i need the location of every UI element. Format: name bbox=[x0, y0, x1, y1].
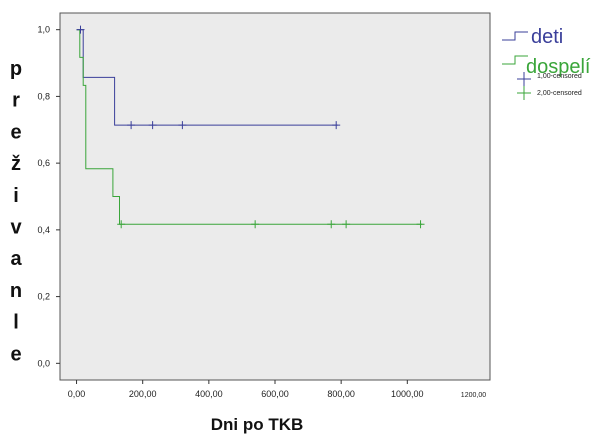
legend-censored-label-1: 1,00-censored bbox=[537, 73, 582, 80]
legend-symbol-deti bbox=[502, 31, 528, 41]
y-axis-title-letter: e bbox=[10, 343, 21, 365]
y-axis-title-letter: r bbox=[12, 90, 20, 112]
legend-symbol-dospeli bbox=[502, 55, 528, 65]
plot-area bbox=[59, 12, 491, 381]
censor-mark bbox=[332, 121, 341, 130]
y-axis-title-letter: l bbox=[13, 312, 19, 334]
y-tick-label: 0,8 bbox=[37, 91, 50, 101]
censor-mark bbox=[127, 121, 136, 130]
y-axis-title-letter: n bbox=[10, 280, 22, 302]
legend-censor-mark-2 bbox=[517, 86, 531, 100]
y-axis-title-letter: ž bbox=[11, 153, 21, 175]
censor-mark bbox=[327, 220, 336, 229]
y-axis-title-letter: a bbox=[10, 248, 22, 270]
x-tick-label: 800,00 bbox=[327, 389, 355, 399]
y-tick-label: 1,0 bbox=[37, 25, 50, 35]
y-tick-label: 0,4 bbox=[37, 225, 50, 235]
y-axis-title-letter: p bbox=[10, 58, 22, 80]
x-tick-label: 0,00 bbox=[68, 389, 86, 399]
censor-mark bbox=[117, 220, 126, 229]
censor-mark bbox=[342, 220, 351, 229]
series-line-2 bbox=[76, 29, 423, 225]
y-tick-label: 0,0 bbox=[37, 358, 50, 368]
legend-censor-mark-1 bbox=[517, 72, 531, 86]
x-tick-label: 1000,00 bbox=[391, 389, 424, 399]
x-tick-label: 1200,00 bbox=[461, 392, 486, 399]
x-tick-label: 600,00 bbox=[261, 389, 289, 399]
censor-layer bbox=[76, 25, 425, 229]
y-axis: 0,0 0,2 0,4 0,6 0,8 1,0 bbox=[37, 25, 60, 368]
legend-label-deti: deti bbox=[531, 26, 563, 48]
y-axis-title-letter: e bbox=[10, 121, 21, 143]
y-tick-label: 0,6 bbox=[37, 158, 50, 168]
y-axis-title-letter: i bbox=[13, 185, 19, 207]
legend-item-censored-2: 2,00-censored bbox=[517, 86, 582, 100]
censor-mark bbox=[416, 220, 425, 229]
x-axis: 0,00 200,00 400,00 600,00 800,00 1000,00 1200,… bbox=[68, 380, 486, 399]
legend: deti dospelí 1,00-censored 2,00-censored bbox=[502, 26, 591, 100]
legend-censored-label-2: 2,00-censored bbox=[537, 90, 582, 97]
x-tick-label: 400,00 bbox=[195, 389, 223, 399]
y-axis-title-letter: v bbox=[10, 217, 22, 239]
censor-mark bbox=[76, 25, 85, 34]
x-axis-label: Dni po TKB bbox=[211, 415, 304, 434]
legend-item-dospeli: dospelí bbox=[502, 55, 591, 78]
censor-mark bbox=[148, 121, 157, 130]
censor-mark bbox=[178, 121, 187, 130]
legend-label-dospeli: dospelí bbox=[526, 56, 591, 78]
x-tick-label: 200,00 bbox=[129, 389, 157, 399]
censor-mark bbox=[251, 220, 260, 229]
y-tick-label: 0,2 bbox=[37, 292, 50, 302]
legend-item-censored-1: 1,00-censored bbox=[517, 72, 582, 86]
legend-item-deti: deti bbox=[502, 26, 563, 48]
